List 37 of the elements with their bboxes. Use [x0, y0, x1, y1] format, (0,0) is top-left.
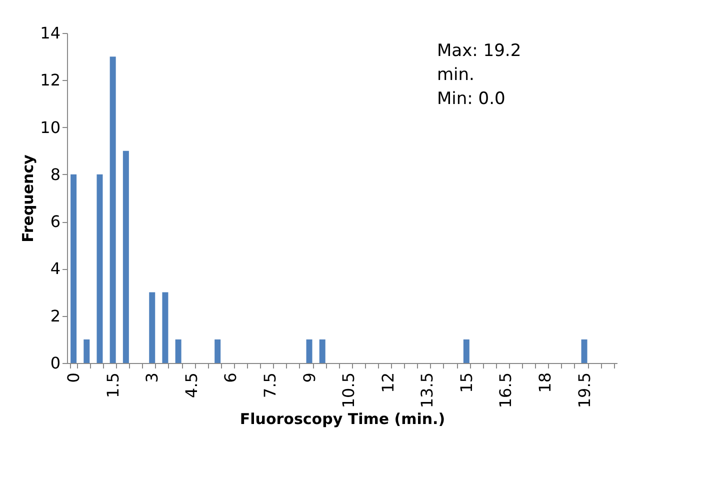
bar: [214, 339, 221, 363]
y-axis-title: Frequency: [19, 154, 38, 242]
y-tick-label: 12: [40, 70, 60, 90]
x-tick-label: 15: [456, 372, 476, 393]
bar: [175, 339, 182, 363]
y-tick-label: 8: [50, 164, 60, 184]
x-tick-label: 10.5: [339, 372, 358, 408]
bar: [110, 56, 116, 363]
bar: [581, 339, 588, 363]
x-axis-title: Fluoroscopy Time (min.): [240, 410, 446, 428]
bar: [463, 339, 470, 363]
x-tick-label: 7.5: [260, 372, 280, 398]
x-tick-label: 18: [535, 372, 554, 393]
annotation: Max: 19.2 min. Min: 0.0: [437, 41, 522, 109]
x-tick-label: 13.5: [418, 372, 437, 408]
x-tick-label: 0: [64, 372, 84, 383]
bar: [96, 174, 103, 363]
x-tick-label: 19.5: [574, 372, 594, 408]
y-tick-label: 6: [50, 212, 60, 232]
bar: [70, 174, 77, 363]
y-tick-label: 2: [50, 306, 60, 326]
x-tick-label: 1.5: [103, 372, 122, 398]
y-tick-label: 14: [40, 24, 60, 42]
x-tick-label: 6: [221, 372, 240, 383]
bar: [319, 339, 326, 363]
x-tick-label: 9: [300, 372, 319, 383]
x-tick-label: 12: [378, 372, 398, 393]
bar: [306, 339, 312, 363]
bar: [149, 292, 156, 363]
x-tick-label: 16.5: [496, 372, 516, 408]
y-tick-label: 10: [40, 118, 60, 137]
bar: [122, 150, 129, 363]
x-tick-label: 3: [142, 372, 162, 383]
x-tick-label: 4.5: [182, 372, 201, 398]
bar: [162, 292, 168, 363]
bar: [84, 339, 90, 363]
y-tick-label: 4: [50, 259, 60, 278]
